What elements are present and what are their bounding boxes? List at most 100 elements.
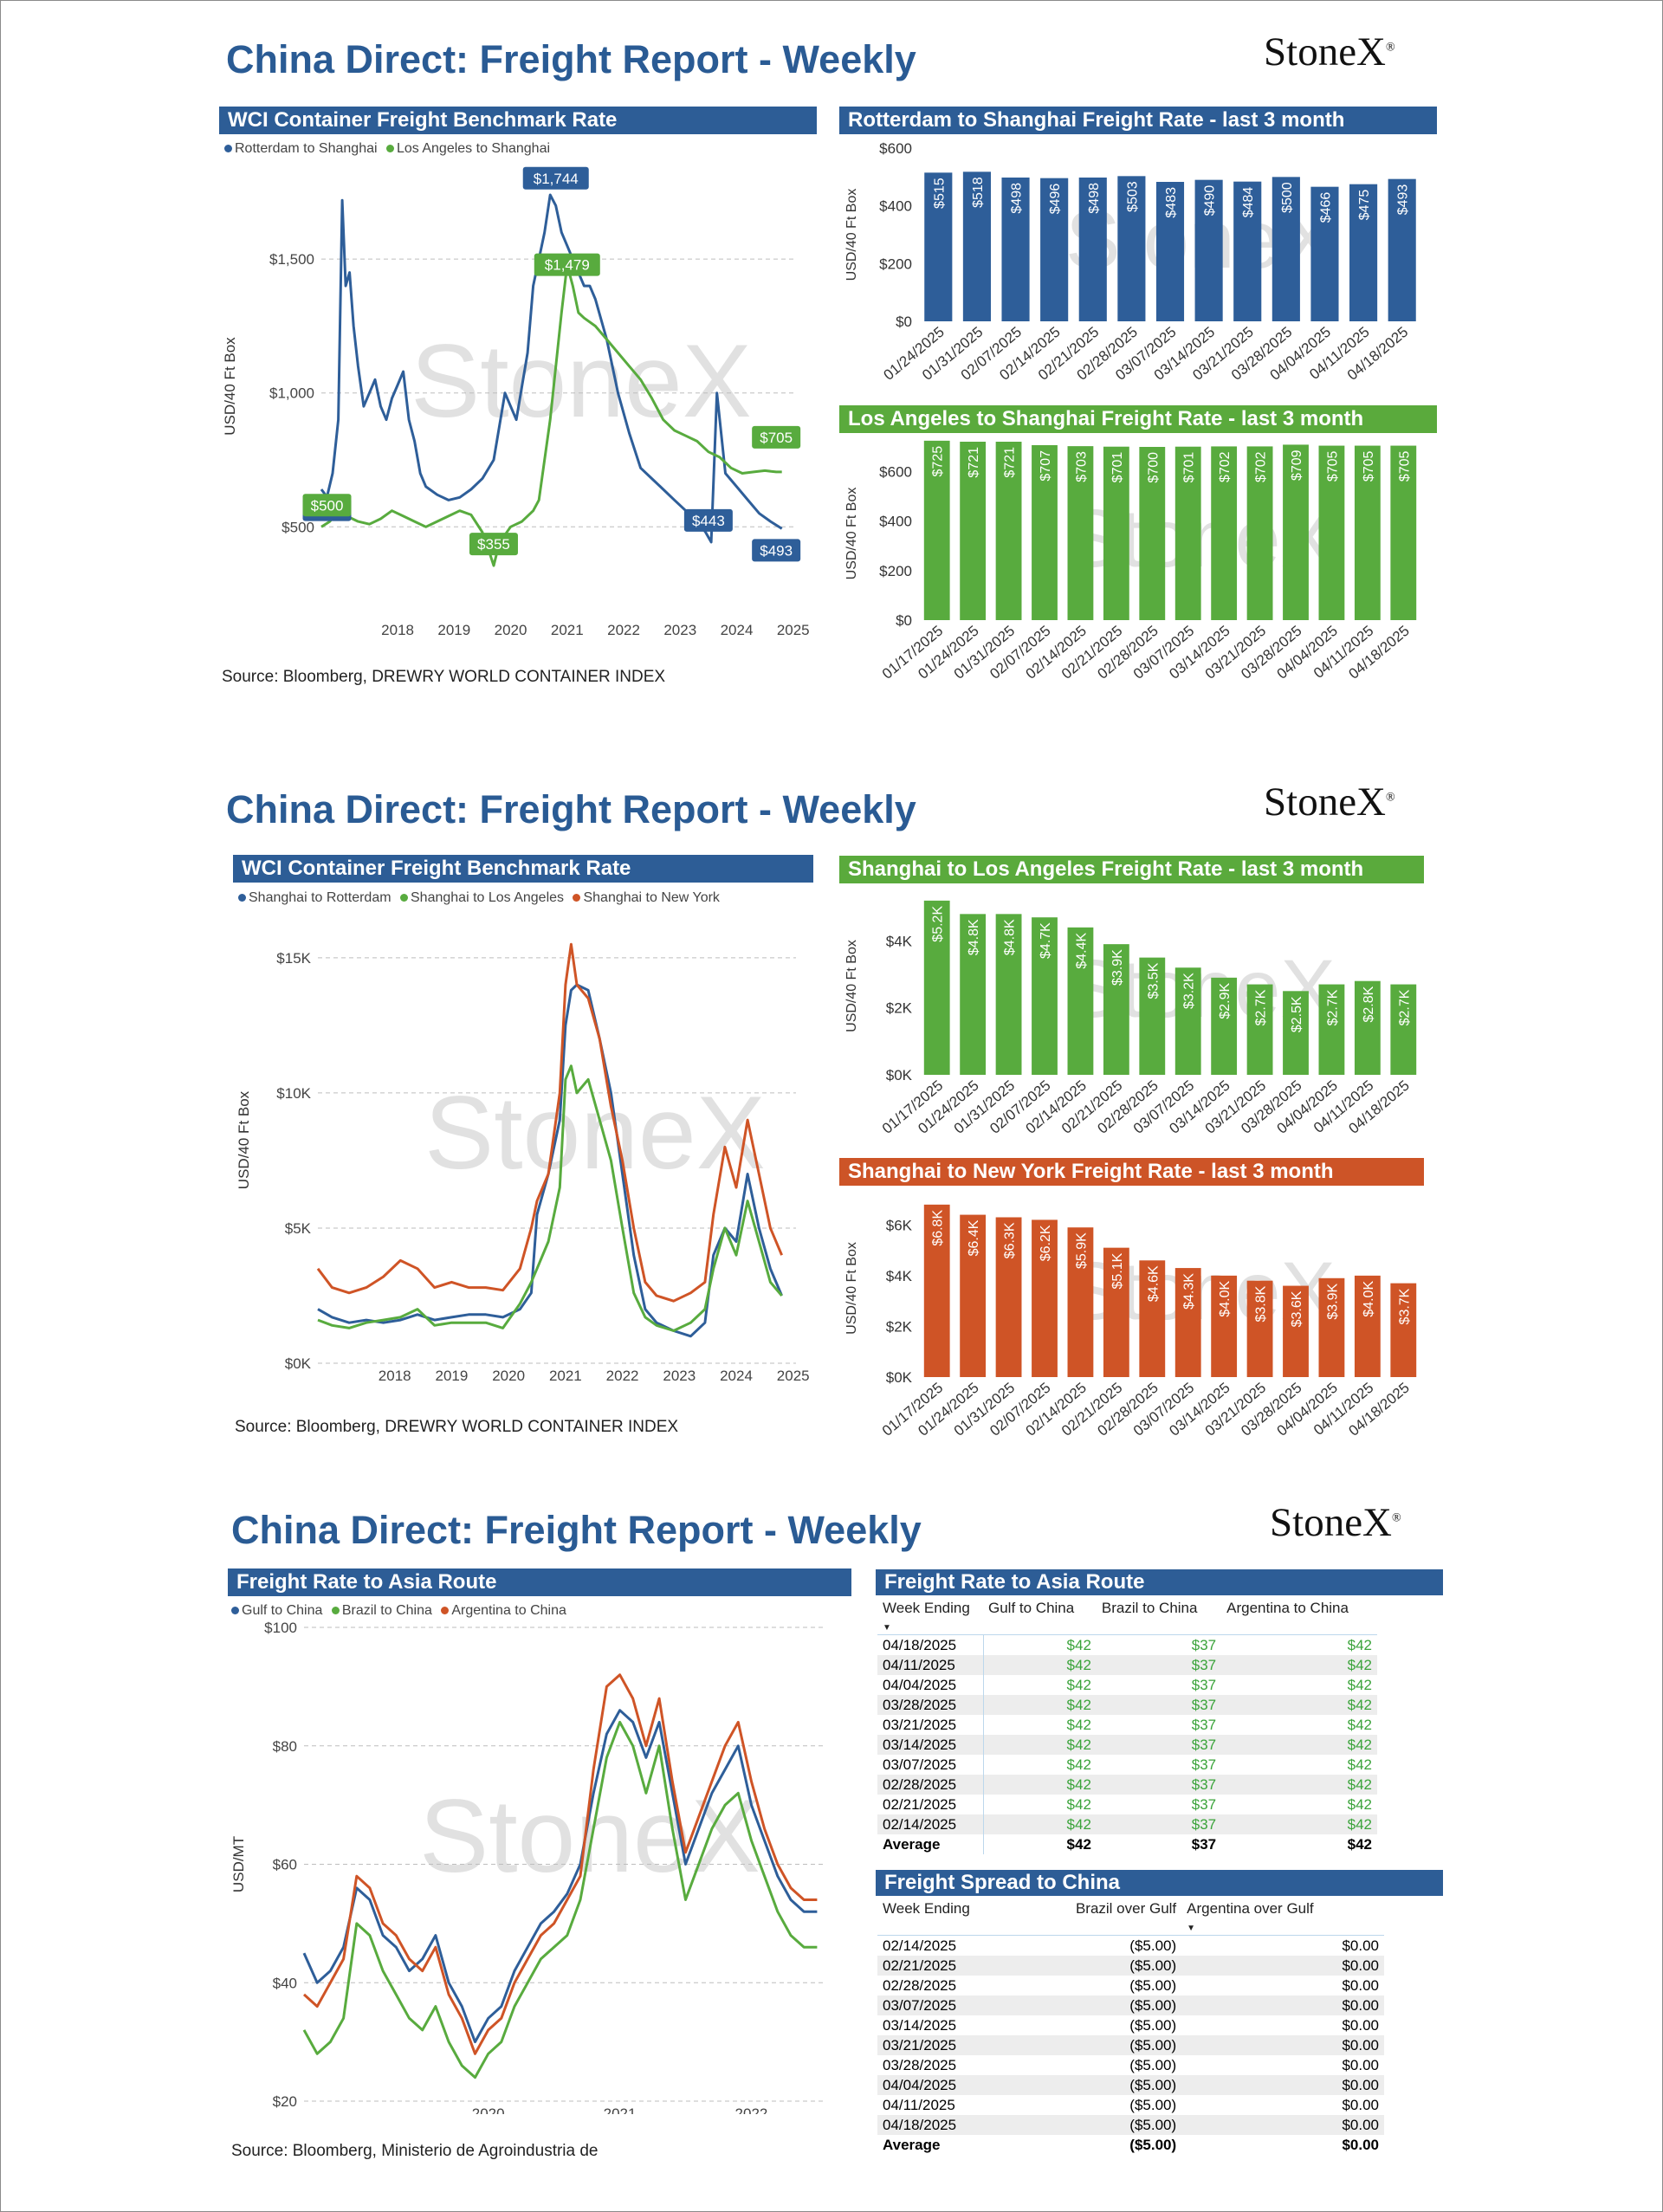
table-cell: ($5.00): [1018, 2035, 1182, 2055]
x-tick-label: 2020: [492, 1368, 525, 1384]
col-brazil-over-gulf[interactable]: Brazil over Gulf: [1018, 1900, 1182, 1936]
table-cell: 03/21/2025: [877, 2035, 1018, 2055]
x-tick-label: 2019: [436, 1368, 469, 1384]
annotation-callout: [534, 253, 600, 276]
bar: [1001, 178, 1030, 321]
bar: [995, 442, 1022, 620]
bar-value-label: $6.2K: [1039, 1225, 1053, 1261]
bar-value-label: $3.2K: [1182, 973, 1197, 1009]
table-cell: $37: [1191, 1636, 1217, 1653]
y-tick-label: $0K: [886, 1067, 913, 1083]
col-argentina-over-gulf[interactable]: Argentina over Gulf ▼: [1181, 1900, 1384, 1936]
y-tick-label: $1,000: [269, 385, 314, 402]
bar: [1103, 944, 1129, 1075]
annotation-label: $443: [692, 513, 725, 529]
x-tick-label: 2021: [551, 622, 584, 638]
bar: [1211, 977, 1238, 1075]
table-cell: $42: [983, 1814, 1097, 1834]
la-sha-header: Los Angeles to Shanghai Freight Rate - l…: [839, 405, 1437, 433]
table-cell: $42: [1347, 1676, 1372, 1693]
annotation-label: $705: [760, 430, 793, 446]
y-tick-label: $5K: [285, 1220, 312, 1237]
y-tick-label: $0K: [886, 1369, 913, 1386]
table-row: 03/21/2025 $42 $37 $42: [877, 1715, 1377, 1735]
table-cell: $42: [983, 1775, 1097, 1795]
table-cell: $0.00: [1342, 2056, 1379, 2073]
table-row: 04/04/2025 ($5.00) $0.00: [877, 2075, 1384, 2095]
bar-value-label: $2.7K: [1254, 989, 1269, 1025]
y-tick-label: $0: [896, 612, 912, 629]
col-gulf[interactable]: Gulf to China: [983, 1600, 1097, 1635]
rtm-sha-header: Rotterdam to Shanghai Freight Rate - las…: [839, 107, 1437, 134]
table-cell: $37: [1096, 1775, 1222, 1795]
table-row: 04/04/2025 $42 $37 $42: [877, 1675, 1377, 1695]
table-row: 03/14/2025 ($5.00) $0.00: [877, 2015, 1384, 2035]
bar-value-label: $5.9K: [1074, 1232, 1089, 1269]
series-line: [317, 983, 783, 1338]
table-cell: $37: [1191, 1756, 1217, 1773]
bar-value-label: $2.7K: [1397, 989, 1412, 1025]
annotation-label: $355: [477, 536, 510, 553]
y-tick-label: $2K: [886, 1000, 913, 1017]
bar-value-label: $515: [932, 178, 947, 209]
bar-value-label: $705: [1397, 450, 1412, 482]
x-tick-label: 2018: [379, 1368, 411, 1384]
bar: [1272, 177, 1300, 321]
bar-value-label: $484: [1241, 187, 1256, 218]
bar: [1032, 445, 1058, 620]
table-row: 03/07/2025 $42 $37 $42: [877, 1755, 1377, 1775]
col-argentina[interactable]: Argentina to China: [1221, 1600, 1377, 1635]
bar-value-label: $496: [1048, 184, 1063, 215]
table-cell: $42: [1347, 1835, 1372, 1853]
bar-value-label: $3.5K: [1146, 962, 1161, 999]
x-tick-label: 2024: [721, 622, 754, 638]
bar: [1246, 1280, 1273, 1377]
table-cell: $42: [1221, 1695, 1377, 1715]
average-row: Average $42 $37 $42: [877, 1834, 1377, 1854]
bar: [1390, 984, 1417, 1075]
col-week-ending[interactable]: Week Ending ▼: [877, 1600, 983, 1635]
table-row: 02/14/2025 $42 $37 $42: [877, 1814, 1377, 1834]
y-tick-label: $4K: [886, 933, 913, 949]
x-tick-label: 2020: [495, 622, 527, 638]
annotation-label: $493: [760, 542, 793, 559]
x-tick-label: 2020: [472, 2105, 505, 2114]
table-row: 04/18/2025 $42 $37 $42: [877, 1634, 1377, 1655]
table-cell: ($5.00): [1018, 1956, 1182, 1976]
bar-value-label: $2.7K: [1325, 989, 1340, 1025]
table-row: 04/11/2025 $42 $37 $42: [877, 1655, 1377, 1675]
y-axis-label: USD/40 Ft Box: [844, 488, 859, 580]
y-tick-label: $60: [273, 1857, 297, 1873]
bar-value-label: $500: [1280, 182, 1295, 213]
wci-export-legend: Shanghai to Rotterdam Shanghai to Los An…: [238, 890, 725, 906]
bar-value-label: $3.9K: [1325, 1283, 1340, 1319]
legend-dot-icon: [224, 145, 232, 153]
bar-value-label: $490: [1203, 185, 1218, 217]
table-cell: $37: [1096, 1814, 1222, 1834]
stonex-logo: StoneX®: [1264, 779, 1395, 825]
series-line: [320, 263, 782, 567]
wci-export-header: WCI Container Freight Benchmark Rate: [233, 855, 813, 883]
table-cell: Average: [877, 1834, 984, 1854]
bar: [1246, 446, 1273, 620]
table-row: 03/14/2025 $42 $37 $42: [877, 1735, 1377, 1755]
col-week-ending[interactable]: Week Ending: [877, 1900, 1018, 1936]
table-row: 02/28/2025 ($5.00) $0.00: [877, 1976, 1384, 1995]
annotation-callout: [683, 508, 733, 532]
col-brazil[interactable]: Brazil to China: [1096, 1600, 1222, 1635]
bar: [1040, 178, 1069, 321]
table-cell: 03/07/2025: [877, 1995, 1018, 2015]
table-cell: 02/21/2025: [877, 1956, 1018, 1976]
table-cell: 03/28/2025: [883, 2056, 957, 2073]
table-cell: $0.00: [1342, 2016, 1379, 2034]
table-cell: $42: [1066, 1835, 1091, 1853]
x-tick-label: 2022: [606, 1368, 639, 1384]
bar: [1032, 1219, 1058, 1377]
wci-export-line-chart: StoneX $0K $5K $10K $15K 2018 2019 2020 2021 2022…: [236, 942, 810, 1384]
table-cell: Average: [883, 2136, 941, 2153]
table-cell: 04/04/2025: [877, 2075, 1018, 2095]
y-tick-label: $10K: [276, 1085, 311, 1102]
table-cell: $0.00: [1181, 1956, 1384, 1976]
